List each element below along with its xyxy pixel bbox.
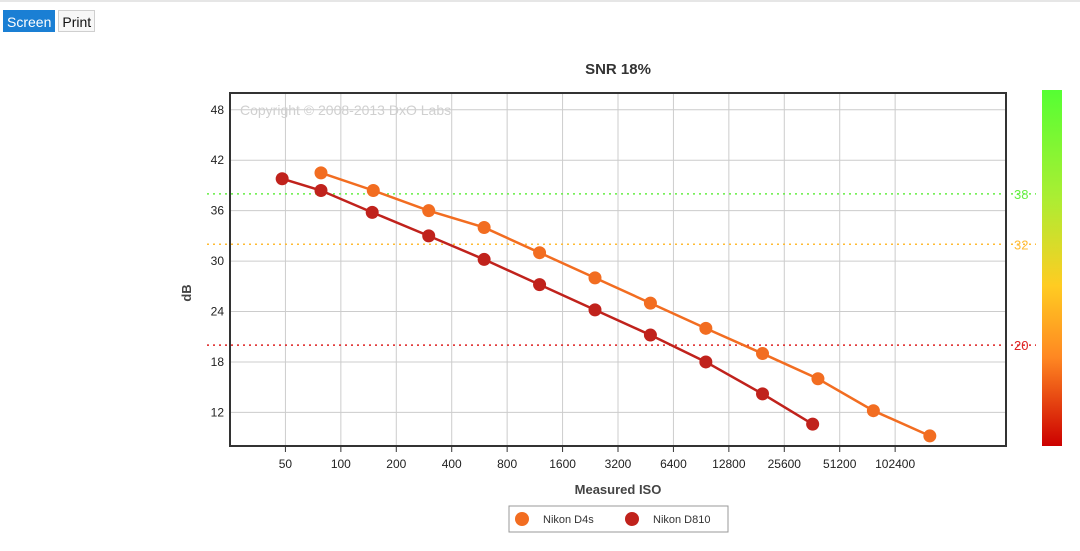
screen-tab[interactable]: Screen — [3, 10, 56, 32]
legend-box — [508, 505, 729, 533]
data-point[interactable] — [533, 278, 547, 292]
data-point[interactable] — [811, 372, 825, 386]
x-tick-label: 100 — [331, 457, 351, 471]
x-axis-title: Measured ISO — [575, 482, 662, 497]
data-point[interactable] — [643, 296, 657, 310]
data-point[interactable] — [422, 229, 436, 243]
series-line — [320, 171, 931, 438]
legend-item-d4s[interactable]: Nikon D4s — [515, 512, 594, 526]
data-point[interactable] — [366, 183, 380, 197]
x-tick-label: 200 — [386, 457, 406, 471]
x-tick-label: 3200 — [605, 457, 632, 471]
legend-marker-d4s — [515, 512, 529, 526]
y-tick-label: 24 — [211, 305, 225, 319]
y-tick-label: 18 — [211, 355, 225, 369]
y-axis-title: dB — [179, 284, 194, 301]
legend-item-d810[interactable]: Nikon D810 — [625, 512, 710, 526]
data-point[interactable] — [923, 429, 937, 443]
reference-line-label: 32 — [1014, 237, 1028, 252]
data-point[interactable] — [477, 252, 491, 266]
legend-label-d4s: Nikon D4s — [543, 514, 594, 526]
x-tick-label: 1600 — [549, 457, 576, 471]
y-tick-label: 12 — [211, 405, 225, 419]
data-point[interactable] — [756, 387, 770, 401]
data-point[interactable] — [314, 183, 328, 197]
data-point[interactable] — [806, 417, 820, 431]
y-tick-label: 42 — [211, 153, 225, 167]
top-divider — [0, 0, 1080, 2]
print-tab[interactable]: Print — [58, 10, 96, 32]
color-scale-bar — [1042, 90, 1062, 446]
copyright-watermark: Copyright © 2008-2013 DxO Labs — [240, 102, 451, 118]
y-tick-label: 48 — [211, 103, 225, 117]
x-tick-label: 51200 — [823, 457, 857, 471]
data-point[interactable] — [365, 205, 379, 219]
legend-marker-d810 — [625, 512, 639, 526]
legend: Nikon D4s Nikon D810 — [508, 505, 729, 533]
data-point[interactable] — [588, 303, 602, 317]
data-point[interactable] — [699, 355, 713, 369]
data-point[interactable] — [533, 246, 547, 260]
data-point[interactable] — [588, 271, 602, 285]
x-tick-label: 6400 — [660, 457, 687, 471]
view-mode-tabs: Screen Print — [3, 10, 96, 32]
legend-label-d810: Nikon D810 — [653, 514, 710, 526]
x-tick-label: 102400 — [875, 457, 915, 471]
x-tick-label: 50 — [279, 457, 293, 471]
data-point[interactable] — [477, 220, 491, 234]
data-point[interactable] — [699, 321, 713, 335]
data-point[interactable] — [275, 172, 289, 186]
series-line — [281, 177, 814, 426]
x-tick-label: 400 — [442, 457, 462, 471]
y-tick-label: 30 — [211, 254, 225, 268]
data-point[interactable] — [314, 166, 328, 180]
x-tick-label: 12800 — [712, 457, 746, 471]
chart-title: SNR 18% — [585, 61, 651, 78]
x-tick-label: 800 — [497, 457, 517, 471]
data-point[interactable] — [756, 347, 770, 361]
reference-line-label: 38 — [1014, 187, 1028, 202]
reference-line-label: 20 — [1014, 338, 1028, 353]
data-point[interactable] — [643, 328, 657, 342]
y-tick-label: 36 — [211, 204, 225, 218]
data-point[interactable] — [866, 404, 880, 418]
x-tick-label: 25600 — [768, 457, 802, 471]
data-point[interactable] — [422, 204, 436, 218]
